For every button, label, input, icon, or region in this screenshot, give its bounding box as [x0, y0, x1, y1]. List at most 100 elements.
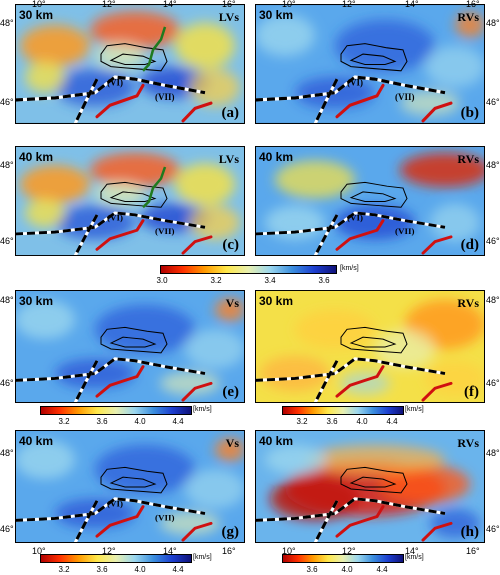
colorbar-tick: 3.4: [264, 276, 276, 285]
lon-tick: 14°: [163, 0, 177, 9]
map-c: (VI) (VII): [15, 146, 245, 256]
red-boundary-line: [181, 101, 213, 123]
region-label: (VII): [155, 512, 174, 522]
colorbar-e: 3.2 3.6 4.0 4.4 [km/s]: [40, 406, 240, 426]
tauern-window-outline: [349, 476, 397, 488]
lon-tick: 10°: [32, 546, 46, 556]
lon-tick: 14°: [405, 546, 419, 556]
tauern-window-outline: [109, 53, 157, 66]
panel-tag: (b): [460, 105, 479, 121]
red-boundary-line: [95, 83, 145, 119]
fault-line: [255, 211, 446, 236]
velocity-anomaly-blob: [260, 355, 330, 392]
colorbar-tick: 4.4: [172, 417, 184, 426]
velocity-anomaly-blob: [400, 152, 485, 188]
velocity-anomaly-blob: [90, 152, 180, 188]
fault-line: [15, 357, 206, 382]
map-frame: [15, 290, 245, 403]
velocity-anomaly-blob: [265, 444, 325, 475]
colorbar-g: 3.2 3.6 4.0 4.4 [km/s]: [40, 548, 240, 574]
colorbar-tick: 4.0: [134, 565, 146, 574]
lat-tick-right: 48°: [486, 18, 500, 28]
quantity-label: LVs: [218, 152, 239, 166]
tauern-window-outline: [109, 336, 157, 348]
tauern-window-outline: [340, 466, 408, 494]
colorbar-tick: 3.0: [156, 276, 168, 285]
colorbar-h: 3.6 4.0 4.4 [km/s]: [282, 548, 482, 574]
fault-line: [255, 497, 446, 522]
map-frame: [255, 290, 485, 403]
panel-tag: (c): [222, 237, 239, 253]
quantity-label: RVs: [457, 152, 479, 166]
colorbar-tick: 4.4: [172, 565, 184, 574]
lon-tick: 16°: [222, 546, 236, 556]
red-boundary-line: [181, 381, 213, 402]
panel-a: (VI) (VII) 30 km LVs (a): [15, 4, 245, 124]
colorbar-f: 3.2 3.6 4.0 4.4 [km/s]: [282, 406, 482, 426]
red-boundary-line: [95, 219, 145, 251]
red-boundary-line: [335, 83, 385, 119]
red-boundary-line: [181, 521, 213, 542]
fault-line: [255, 357, 446, 382]
depth-label: 30 km: [19, 8, 54, 22]
velocity-anomaly-blob: [15, 439, 75, 480]
colorbar-tick: 4.0: [134, 417, 146, 426]
tauern-window-outline: [100, 466, 168, 494]
lat-tick-left: 48°: [0, 160, 14, 170]
velocity-anomaly-blob: [215, 297, 245, 322]
colorbar-unit: [km/s]: [405, 406, 424, 413]
velocity-anomaly-blob: [430, 203, 480, 242]
fault-line: [73, 360, 99, 403]
velocity-anomaly-blob: [275, 160, 355, 199]
lat-tick-left: 48°: [0, 18, 14, 28]
map-e: [15, 290, 245, 403]
lat-tick-left: 48°: [0, 448, 14, 458]
panel-e: 30 km Vs (e): [15, 290, 245, 403]
tauern-window-outline: [100, 43, 168, 72]
lon-tick: 10°: [282, 546, 296, 556]
colorbar-unit: [km/s]: [405, 554, 424, 561]
lat-tick-right: 48°: [486, 295, 500, 305]
tauern-window-outline: [340, 181, 408, 208]
quantity-label: LVs: [218, 10, 239, 24]
lon-tick: 16°: [466, 546, 480, 556]
fault-line: [313, 214, 339, 256]
fault-line: [313, 360, 339, 403]
panel-tag: (h): [460, 524, 479, 540]
region-label: (VII): [395, 226, 415, 236]
velocity-anomaly-blob: [190, 205, 240, 240]
colorbar-tick: 3.2: [296, 417, 308, 426]
velocity-anomaly-blob: [190, 68, 240, 107]
colorbar-tick: 3.2: [58, 417, 70, 426]
panel-c: (VI) (VII) 40 km LVs (c): [15, 146, 245, 256]
panel-tag: (g): [221, 524, 240, 540]
depth-label: 30 km: [259, 294, 294, 308]
colorbar-unit: [km/s]: [193, 406, 212, 413]
lon-tick: 16°: [222, 0, 236, 9]
depth-label: 40 km: [19, 150, 54, 164]
velocity-anomaly-blob: [20, 24, 90, 67]
lat-tick-right: 48°: [486, 448, 500, 458]
map-h: [255, 430, 485, 543]
red-boundary-line: [421, 101, 453, 123]
red-boundary-line: [421, 521, 453, 542]
velocity-anomaly-blob: [400, 90, 460, 116]
velocity-anomaly-blob: [25, 198, 65, 228]
panel-d: (VI) (VII) 40 km RVs (d): [255, 146, 485, 256]
velocity-anomaly-blob: [255, 14, 315, 57]
region-label: (VI): [347, 213, 363, 223]
tauern-window-outline: [100, 181, 168, 208]
region-label: (VI): [107, 499, 123, 509]
velocity-anomaly-blob: [305, 444, 445, 475]
lat-tick-left: 46°: [0, 97, 14, 107]
velocity-anomaly-blob: [25, 61, 65, 93]
map-d: (VI) (VII): [255, 146, 485, 256]
lon-tick: 12°: [342, 0, 356, 9]
red-boundary-line: [421, 381, 453, 402]
tauern-window-outline: [109, 476, 157, 488]
tauern-window-outline: [340, 43, 408, 72]
panel-h: 40 km RVs (h): [255, 430, 485, 543]
fault-line: [73, 500, 99, 543]
fault-line: [73, 78, 99, 124]
quantity-label: RVs: [457, 296, 479, 310]
